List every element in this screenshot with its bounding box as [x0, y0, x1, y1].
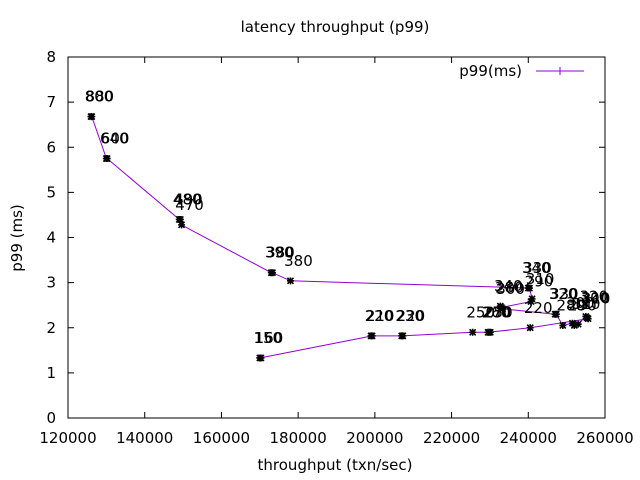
y-tick-label: 4: [46, 229, 56, 247]
data-point: [469, 328, 477, 336]
data-label: 290: [568, 296, 597, 314]
series-line: [91, 116, 590, 359]
x-tick-label: 200000: [346, 429, 403, 447]
data-point: [526, 324, 534, 332]
data-label: 210: [366, 307, 395, 325]
data-point: [176, 215, 184, 224]
data-point: [499, 305, 507, 313]
data-point: [559, 321, 567, 330]
data-label: 600: [101, 130, 130, 148]
data-label: 300: [581, 289, 610, 307]
x-tick-label: 120000: [39, 429, 96, 447]
data-point: [527, 298, 535, 306]
data-label: 160: [255, 329, 284, 347]
series-group: [87, 112, 592, 362]
data-point: [525, 284, 534, 292]
data-point: [486, 328, 494, 336]
data-point: [528, 295, 536, 303]
data-label: 250: [484, 303, 513, 321]
y-tick-label: 5: [46, 183, 56, 201]
data-label: 470: [175, 196, 204, 214]
data-label: 380: [284, 252, 313, 270]
data-label: 310: [572, 295, 601, 313]
data-point: [399, 332, 407, 340]
data-point: [584, 315, 592, 323]
data-label: 260: [482, 303, 511, 321]
data-label: 280: [495, 278, 524, 296]
data-label: 310: [582, 290, 611, 308]
data-point: [103, 154, 111, 163]
data-label: 310: [526, 270, 555, 288]
tick-group: 120000 140000 160000 180000 200000 220000 2400…: [39, 48, 633, 447]
data-label: 300: [566, 294, 595, 312]
x-tick-label: 160000: [193, 429, 250, 447]
data-label: 280: [556, 296, 585, 314]
data-label: 640: [100, 130, 129, 148]
x-tick-label: 220000: [423, 429, 480, 447]
data-label: 270: [483, 303, 512, 321]
data-label: 230: [395, 307, 424, 325]
y-tick-label: 3: [46, 274, 56, 292]
data-point: [257, 354, 265, 362]
data-point: [88, 112, 96, 121]
data-label: 490: [174, 190, 203, 208]
data-point: [368, 332, 376, 340]
y-tick-label: 8: [46, 48, 56, 66]
data-label: 340: [522, 259, 551, 277]
data-label: 220: [365, 307, 394, 325]
plot-frame-group: [67, 56, 606, 419]
y-tick-label: 1: [46, 364, 56, 382]
data-label: 330: [550, 285, 579, 303]
x-tick-label: 180000: [270, 429, 327, 447]
y-tick-label: 2: [46, 319, 56, 337]
y-tick-label: 6: [46, 138, 56, 156]
x-tick-label: 240000: [500, 429, 557, 447]
data-point: [570, 321, 578, 330]
data-label: 290: [525, 273, 554, 291]
data-label: 320: [549, 285, 578, 303]
data-label: 390: [265, 244, 294, 262]
plot-border: [67, 56, 606, 419]
data-label: 880: [85, 88, 114, 106]
data-label: 300: [496, 280, 525, 298]
data-point: [574, 320, 582, 328]
data-label: 150: [253, 329, 282, 347]
data-label: 800: [85, 88, 114, 106]
data-point: [286, 277, 295, 285]
legend-label: p99(ms): [459, 62, 522, 80]
data-label: 380: [266, 244, 295, 262]
data-point: [177, 221, 186, 229]
x-axis-label: throughput (txn/sec): [258, 456, 413, 474]
legend-marker-sample: [556, 67, 564, 75]
legend: p99(ms): [459, 62, 584, 80]
data-label: 320: [580, 287, 609, 305]
data-label: 220: [397, 307, 426, 325]
x-tick-label: 260000: [576, 429, 633, 447]
y-axis-label: p99 (ms): [8, 204, 26, 272]
data-label: 340: [494, 277, 523, 295]
data-label: 480: [173, 190, 202, 208]
chart-title: latency throughput (p99): [241, 18, 430, 36]
x-tick-label: 140000: [116, 429, 173, 447]
data-point: [268, 269, 277, 277]
y-tick-label: 0: [46, 409, 56, 427]
data-label: 220: [524, 299, 553, 317]
data-point: [552, 310, 560, 318]
data-label: 330: [523, 259, 552, 277]
y-tick-label: 7: [46, 93, 56, 111]
data-label: 250: [466, 303, 495, 321]
